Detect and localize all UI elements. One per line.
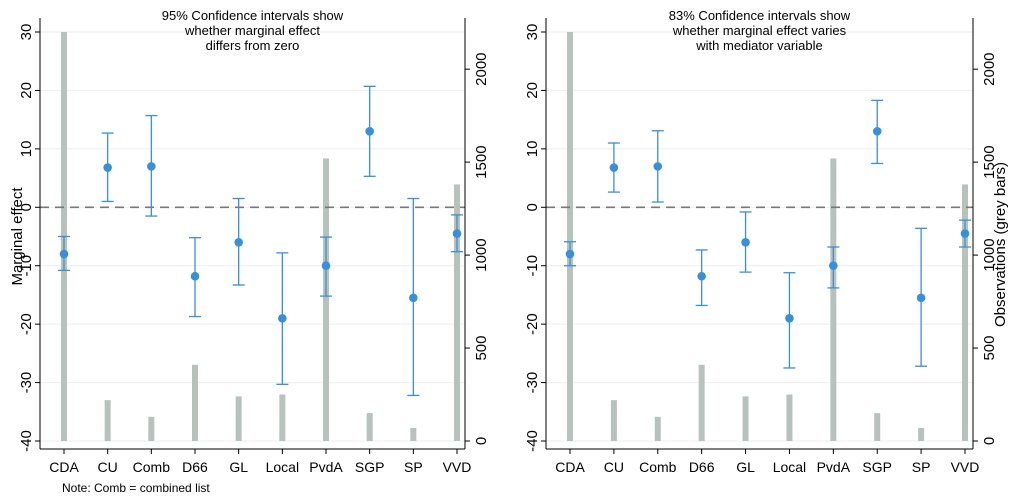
x-tick-label: CU	[604, 459, 624, 475]
y-tick-label: -30	[18, 372, 35, 394]
observation-bar	[918, 427, 925, 441]
y-tick-label: -20	[18, 313, 35, 335]
point-estimate	[872, 127, 882, 136]
x-tick-label: GL	[736, 459, 755, 475]
y2-tick-label: 500	[473, 336, 490, 361]
y-tick-label: -20	[524, 313, 541, 335]
observation-bar	[567, 32, 573, 441]
observation-bar	[279, 394, 286, 441]
y-tick-label: 20	[18, 82, 35, 99]
chart-panel-2: 30 20 10 0 -10 -20 -30 -40 0 500 1000 1500 2000 CDA CU…	[524, 8, 1009, 475]
observation-bar	[654, 416, 661, 441]
observation-bar	[610, 400, 617, 441]
observation-bar	[874, 413, 881, 441]
x-tick-label: SP	[912, 459, 931, 475]
y2-tick-label: 2000	[473, 52, 490, 85]
point-estimate	[365, 127, 374, 136]
x-tick-label: D66	[689, 459, 715, 475]
chart-title-line: 83% Confidence intervals show	[669, 8, 851, 23]
y2-tick-label: 500	[981, 336, 998, 361]
observation-bar	[192, 364, 198, 441]
x-tick-label: CU	[98, 459, 118, 475]
y-tick-label: -40	[524, 430, 541, 452]
y-tick-label: 30	[18, 24, 35, 41]
observation-bar	[323, 158, 329, 441]
x-tick-label: Local	[266, 459, 299, 475]
observation-bar	[830, 158, 837, 441]
x-tick-label: GL	[229, 459, 248, 475]
point-estimate	[59, 249, 69, 259]
point-estimate	[234, 238, 243, 247]
observation-bar	[366, 413, 373, 441]
chart-title-line: 95% Confidence intervals show	[162, 8, 344, 23]
point-estimate	[147, 162, 156, 171]
y-axis-label: Marginal effect	[9, 187, 26, 286]
observation-bar	[786, 394, 793, 441]
x-tick-label: VVD	[951, 459, 980, 475]
observation-bar	[962, 184, 968, 442]
point-estimate	[829, 261, 838, 271]
x-tick-label: Local	[773, 459, 806, 475]
chart-title-line: differs from zero	[206, 38, 300, 53]
chart-panel-1: 30 20 10 0 -10 -20 -30 -40 0 500 1000 1500 2000 CDA CU…	[9, 8, 490, 475]
x-tick-label: Comb	[639, 459, 677, 475]
y-tick-label: -30	[524, 372, 541, 394]
point-estimate	[321, 261, 331, 271]
observation-bar	[742, 396, 749, 441]
y-tick-label: 0	[524, 203, 541, 211]
observation-bar	[410, 427, 417, 441]
point-estimate	[278, 314, 287, 323]
point-estimate	[785, 314, 794, 323]
point-estimate	[409, 293, 418, 303]
y-tick-label: 0	[18, 203, 35, 211]
observation-bar	[104, 400, 111, 441]
y-tick-label: 10	[18, 141, 35, 158]
point-estimate	[741, 238, 750, 247]
x-tick-label: Comb	[133, 459, 171, 475]
y-tick-label: 20	[524, 82, 541, 99]
point-estimate	[565, 249, 575, 259]
y2-tick-label: 2000	[981, 52, 998, 85]
observation-bar	[454, 184, 460, 442]
y2-tick-label: 1500	[981, 145, 998, 178]
observation-bar	[148, 416, 155, 441]
y-tick-label: -40	[18, 430, 35, 452]
y-tick-label: -10	[18, 255, 35, 277]
x-tick-label: D66	[182, 459, 208, 475]
y2-axis-label: Observations (grey bars)	[992, 162, 1009, 327]
y2-tick-label: 1500	[473, 145, 490, 178]
x-tick-label: PvdA	[309, 459, 343, 475]
point-estimate	[609, 163, 619, 172]
y2-tick-label: 1000	[981, 238, 998, 271]
point-estimate	[452, 229, 462, 238]
point-estimate	[190, 271, 200, 281]
x-tick-label: SGP	[862, 459, 892, 475]
point-estimate	[103, 163, 112, 172]
chart-title-line: whether marginal effect varies	[672, 23, 847, 38]
x-tick-label: SP	[404, 459, 423, 475]
point-estimate	[916, 293, 926, 303]
observation-bar	[698, 364, 705, 441]
chart-title-line: whether marginal effect	[184, 23, 320, 38]
footnote: Note: Comb = combined list	[62, 481, 210, 495]
y-tick-label: 10	[524, 141, 541, 158]
x-tick-label: SGP	[355, 459, 385, 475]
point-estimate	[960, 229, 970, 238]
chart-title-line: with mediator variable	[695, 38, 822, 53]
y2-tick-label: 1000	[473, 238, 490, 271]
observation-bar	[235, 396, 242, 441]
point-estimate	[653, 162, 663, 171]
y-tick-label: -10	[524, 255, 541, 277]
y-tick-label: 30	[524, 24, 541, 41]
x-tick-label: CDA	[49, 459, 79, 475]
y2-tick-label: 0	[473, 437, 490, 445]
x-tick-label: PvdA	[817, 459, 851, 475]
x-tick-label: CDA	[555, 459, 585, 475]
x-tick-label: VVD	[443, 459, 472, 475]
y2-tick-label: 0	[981, 437, 998, 445]
point-estimate	[697, 271, 706, 281]
